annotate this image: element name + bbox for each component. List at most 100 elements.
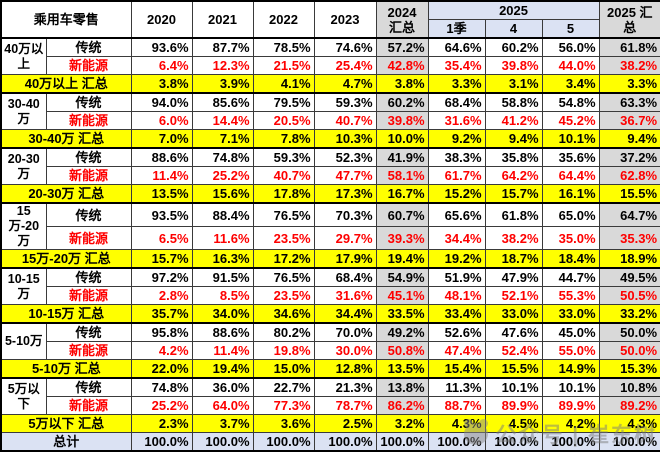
- value-cell-segment-total: 4.1%: [252, 74, 315, 94]
- value-cell-segment-total: 9.4%: [598, 129, 660, 149]
- value-cell-nev: 8.5%: [191, 286, 254, 305]
- table-row-segment-total: 30-40万 汇总 7.0% 7.1% 7.8% 10.3% 10.0% 9.2% 9.4% 1…: [0, 129, 660, 149]
- value-cell-nev: 6.5%: [130, 226, 193, 250]
- value-cell-traditional: 59.3%: [313, 92, 377, 112]
- value-cell-grand-total: 100.0%: [130, 432, 193, 452]
- summary-row-label: 20-30万 汇总: [0, 184, 132, 204]
- value-cell-traditional: 61.8%: [484, 202, 543, 228]
- row-label-nev: 新能源: [45, 166, 132, 185]
- value-cell-segment-total: 2.3%: [130, 414, 193, 433]
- value-cell-nev: 48.1%: [427, 286, 486, 305]
- value-cell-traditional: 97.2%: [130, 267, 193, 287]
- table-row-segment-total: 10-15万 汇总 35.7% 34.0% 34.6% 34.4% 33.5% 33.4% 3…: [0, 304, 660, 324]
- value-cell-traditional: 54.9%: [375, 267, 429, 287]
- value-cell-nev: 35.0%: [541, 226, 600, 250]
- value-cell-nev: 86.2%: [375, 396, 429, 415]
- value-cell-nev: 25.2%: [130, 396, 193, 415]
- value-cell-grand-total: 100.0%: [375, 432, 429, 452]
- value-cell-traditional: 44.7%: [541, 267, 600, 287]
- value-cell-nev: 88.7%: [427, 396, 486, 415]
- row-label-traditional: 传统: [45, 322, 132, 342]
- value-cell-segment-total: 4.5%: [484, 414, 543, 433]
- table-row-grand-total: 总计 100.0% 100.0% 100.0% 100.0% 100.0% 100.0% 10…: [0, 432, 660, 452]
- row-label-nev: 新能源: [45, 111, 132, 130]
- table-row-nev: 新能源 6.5% 11.6% 23.5% 29.7% 39.3% 34.4% 38.2% 35.…: [1, 226, 660, 250]
- value-cell-traditional: 52.6%: [427, 322, 486, 342]
- value-cell-segment-total: 33.0%: [541, 304, 600, 324]
- value-cell-traditional: 88.6%: [191, 322, 254, 342]
- value-cell-nev: 50.5%: [598, 286, 660, 305]
- value-cell-traditional: 76.5%: [252, 267, 315, 287]
- row-label-traditional: 传统: [45, 267, 132, 287]
- value-cell-nev: 23.5%: [252, 226, 315, 250]
- value-cell-segment-total: 15.7%: [130, 249, 193, 269]
- segment-label: 20-30万: [0, 147, 47, 185]
- col-header-2022: 2022: [252, 0, 315, 39]
- col-header-2024-total: 2024 汇总: [375, 0, 429, 39]
- value-cell-segment-total: 33.4%: [427, 304, 486, 324]
- value-cell-nev: 89.2%: [598, 396, 660, 415]
- table-row-segment-total: 40万以上 汇总 3.8% 3.9% 4.1% 4.7% 3.8% 3.3% 3.1% 3.4%…: [0, 74, 660, 94]
- value-cell-nev: 64.0%: [191, 396, 254, 415]
- value-cell-traditional: 93.6%: [130, 37, 193, 57]
- value-cell-segment-total: 9.4%: [484, 129, 543, 149]
- value-cell-nev: 45.2%: [541, 111, 600, 130]
- table-row-nev: 新能源 11.4% 25.2% 40.7% 47.7% 58.1% 61.7% 64.2% 64…: [1, 166, 660, 185]
- value-cell-traditional: 58.8%: [484, 92, 543, 112]
- value-cell-segment-total: 13.5%: [375, 359, 429, 379]
- value-cell-nev: 30.0%: [313, 341, 377, 360]
- value-cell-traditional: 61.8%: [598, 37, 660, 57]
- col-header-2023: 2023: [313, 0, 377, 39]
- value-cell-traditional: 91.5%: [191, 267, 254, 287]
- value-cell-grand-total: 100.0%: [252, 432, 315, 452]
- value-cell-segment-total: 15.6%: [191, 184, 254, 204]
- value-cell-nev: 39.8%: [375, 111, 429, 130]
- value-cell-segment-total: 17.3%: [313, 184, 377, 204]
- value-cell-segment-total: 3.8%: [375, 74, 429, 94]
- value-cell-segment-total: 14.9%: [541, 359, 600, 379]
- table-row-traditional: 10-15万 传统 97.2% 91.5% 76.5% 68.4% 54.9% 51.9% 47…: [0, 267, 660, 305]
- row-label-traditional: 传统: [45, 37, 132, 57]
- table-row-segment-total: 20-30万 汇总 13.5% 15.6% 17.8% 17.3% 16.7% 15.2% 1…: [0, 184, 660, 204]
- value-cell-nev: 29.7%: [313, 226, 377, 250]
- value-cell-nev: 25.4%: [313, 56, 377, 75]
- value-cell-segment-total: 17.9%: [313, 249, 377, 269]
- row-label-nev: 新能源: [45, 396, 132, 415]
- value-cell-nev: 38.2%: [484, 226, 543, 250]
- value-cell-segment-total: 3.9%: [191, 74, 254, 94]
- value-cell-nev: 40.7%: [252, 166, 315, 185]
- value-cell-nev: 45.1%: [375, 286, 429, 305]
- col-header-2025-apr: 4: [484, 19, 543, 39]
- value-cell-segment-total: 15.4%: [427, 359, 486, 379]
- value-cell-nev: 35.3%: [598, 226, 660, 250]
- table-row-segment-total: 5-10万 汇总 22.0% 19.4% 15.0% 12.8% 13.5% 15.4% 15…: [0, 359, 660, 379]
- value-cell-nev: 11.6%: [191, 226, 254, 250]
- table-row-segment-total: 15万-20万 汇总 15.7% 16.3% 17.2% 17.9% 19.4% 19.2%…: [0, 249, 660, 269]
- col-header-2025-total: 2025 汇总: [598, 0, 660, 39]
- value-cell-segment-total: 3.3%: [598, 74, 660, 94]
- grand-total-label: 总计: [0, 432, 132, 452]
- value-cell-segment-total: 2.5%: [313, 414, 377, 433]
- col-header-2020: 2020: [130, 0, 193, 39]
- value-cell-traditional: 50.0%: [598, 322, 660, 342]
- value-cell-nev: 55.3%: [541, 286, 600, 305]
- value-cell-traditional: 59.3%: [252, 147, 315, 167]
- row-label-traditional: 传统: [45, 377, 132, 397]
- value-cell-segment-total: 33.5%: [375, 304, 429, 324]
- row-label-traditional: 传统: [45, 202, 132, 228]
- value-cell-nev: 47.4%: [427, 341, 486, 360]
- summary-row-label: 5-10万 汇总: [0, 359, 132, 379]
- value-cell-segment-total: 3.3%: [427, 74, 486, 94]
- value-cell-segment-total: 7.0%: [130, 129, 193, 149]
- value-cell-traditional: 10.1%: [541, 377, 600, 397]
- value-cell-segment-total: 18.4%: [541, 249, 600, 269]
- value-cell-nev: 47.7%: [313, 166, 377, 185]
- value-cell-nev: 39.3%: [375, 226, 429, 250]
- value-cell-traditional: 10.8%: [598, 377, 660, 397]
- value-cell-segment-total: 19.2%: [427, 249, 486, 269]
- value-cell-grand-total: 100.0%: [427, 432, 486, 452]
- value-cell-segment-total: 19.4%: [191, 359, 254, 379]
- value-cell-nev: 25.2%: [191, 166, 254, 185]
- value-cell-segment-total: 13.5%: [130, 184, 193, 204]
- value-cell-nev: 6.0%: [130, 111, 193, 130]
